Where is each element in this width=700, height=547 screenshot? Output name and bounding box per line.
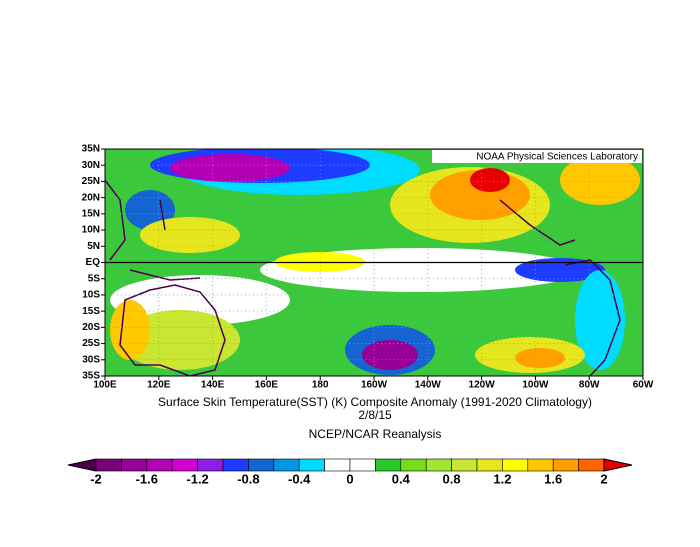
credit-box — [432, 150, 642, 163]
lon-tick-label: 140W — [415, 380, 442, 391]
colorbar-label: 0 — [346, 471, 353, 486]
lat-tick-label: 25N — [82, 176, 100, 187]
colorbar-box — [349, 458, 376, 472]
colorbar-label: 1.2 — [493, 471, 511, 486]
colorbar-box — [248, 458, 275, 472]
colorbar-box — [197, 458, 224, 472]
colorbar-box — [171, 458, 198, 472]
map-date: 2/8/15 — [358, 408, 392, 422]
lon-tick-label: 100E — [93, 380, 117, 391]
lon-tick-label: 80W — [579, 380, 600, 391]
lat-tick-label: 5S — [88, 273, 101, 284]
colorbar-label: -1.6 — [136, 471, 158, 486]
lon-tick-label: 60W — [633, 380, 654, 391]
colorbar-box — [578, 458, 605, 472]
lat-tick-label: 10N — [82, 225, 100, 236]
map-title: Surface Skin Temperature(SST) (K) Compos… — [158, 395, 592, 409]
lon-tick-label: 180 — [312, 380, 329, 391]
colorbar-box — [527, 458, 554, 472]
lat-tick-label: 10S — [82, 290, 100, 301]
colorbar-box — [502, 458, 529, 472]
colorbar-box — [222, 458, 249, 472]
colorbar-box — [298, 458, 325, 472]
colorbar-label: 1.6 — [544, 471, 562, 486]
colorbar-box — [324, 458, 351, 472]
map-source: NCEP/NCAR Reanalysis — [309, 427, 442, 441]
colorbar-box — [273, 458, 300, 472]
colorbar-box — [476, 458, 503, 472]
lon-tick-label: 120E — [147, 380, 171, 391]
credit: NOAA Physical Sciences Laboratory — [476, 152, 638, 163]
colorbar-box — [95, 458, 122, 472]
lon-tick-label: 100W — [522, 380, 549, 391]
lat-tick-label: 20S — [82, 322, 100, 333]
colorbar-label: -0.4 — [288, 471, 311, 486]
colorbar-label: 0.4 — [392, 471, 411, 486]
lon-tick-label: 160E — [255, 380, 279, 391]
lat-tick-label: 20N — [82, 192, 100, 203]
colorbar-box — [375, 458, 402, 472]
lat-tick-label: 35N — [82, 144, 100, 155]
lat-tick-label: 15S — [82, 306, 100, 317]
lat-tick-label: 30S — [82, 354, 100, 365]
colorbar: -2 -1.6 -1.2 -0.8 -0.4 0 0.4 0.8 1.2 1.6 2 — [67, 458, 633, 486]
lon-tick-label: 120W — [469, 380, 496, 391]
colorbar-label: 2 — [600, 471, 607, 486]
colorbar-under — [67, 458, 97, 472]
lat-tick-label: 15N — [82, 208, 100, 219]
colorbar-box — [451, 458, 478, 472]
lat-tick-label: 25S — [82, 338, 100, 349]
colorbar-box — [400, 458, 427, 472]
lon-tick-label: 160W — [361, 380, 388, 391]
lon-tick-label: 140E — [201, 380, 225, 391]
map-frame — [104, 148, 644, 377]
lat-tick-label: EQ — [86, 257, 101, 268]
colorbar-box — [146, 458, 173, 472]
colorbar-box — [425, 458, 452, 472]
colorbar-label: -2 — [90, 471, 102, 486]
colorbar-box — [121, 458, 148, 472]
colorbar-label: -1.2 — [186, 471, 208, 486]
colorbar-label: -0.8 — [237, 471, 259, 486]
lat-tick-label: 35S — [82, 371, 100, 382]
colorbar-label: 0.8 — [443, 471, 461, 486]
colorbar-box — [552, 458, 579, 472]
lat-tick-label: 5N — [87, 241, 100, 252]
graticule: 35N 30N 25N 20N 15N 10N 5N EQ 5S 10S 15S 20S 25S 30S 3… — [82, 144, 654, 391]
lat-tick-label: 30N — [82, 160, 100, 171]
colorbar-over — [603, 458, 633, 472]
